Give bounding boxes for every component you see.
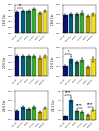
Text: ****: **** [76, 103, 83, 107]
Bar [43, 108, 47, 120]
Y-axis label: 24:1 Cer: 24:1 Cer [52, 100, 56, 111]
Bar [43, 11, 47, 33]
Bar [26, 56, 31, 76]
Y-axis label: 20:0 Cer: 20:0 Cer [3, 56, 7, 68]
Bar [75, 111, 79, 120]
Y-axis label: 22:0 Cer: 22:0 Cer [51, 56, 55, 68]
Bar [80, 13, 84, 33]
Bar [69, 59, 73, 76]
Bar [32, 107, 36, 120]
Bar [38, 13, 42, 33]
Bar [38, 112, 42, 120]
Y-axis label: 18:0 Cer: 18:0 Cer [51, 13, 55, 25]
Bar [86, 115, 90, 120]
Bar [80, 60, 84, 76]
Bar [86, 16, 90, 33]
Bar [69, 100, 73, 120]
Y-axis label: 24:0 Cer: 24:0 Cer [3, 100, 7, 111]
Bar [80, 112, 84, 120]
Bar [15, 111, 20, 120]
Bar [38, 58, 42, 76]
Bar [63, 15, 68, 33]
Bar [91, 110, 96, 120]
Bar [86, 67, 90, 76]
Bar [26, 109, 31, 120]
Bar [63, 66, 68, 76]
Text: ****: **** [87, 102, 94, 106]
Bar [32, 56, 36, 76]
Bar [15, 56, 20, 76]
Bar [21, 56, 25, 76]
Text: ****: **** [65, 90, 71, 94]
Bar [91, 59, 96, 76]
Bar [21, 107, 25, 120]
Bar [63, 116, 68, 120]
Bar [32, 9, 36, 33]
Bar [21, 11, 25, 33]
Bar [91, 14, 96, 33]
Bar [69, 14, 73, 33]
Bar [75, 62, 79, 76]
Text: ns: ns [19, 3, 22, 7]
Bar [75, 14, 79, 33]
Bar [15, 12, 20, 33]
Y-axis label: 16:0 Cer: 16:0 Cer [3, 13, 7, 25]
Bar [43, 56, 47, 76]
Text: *: * [68, 49, 69, 53]
Bar [26, 11, 31, 33]
